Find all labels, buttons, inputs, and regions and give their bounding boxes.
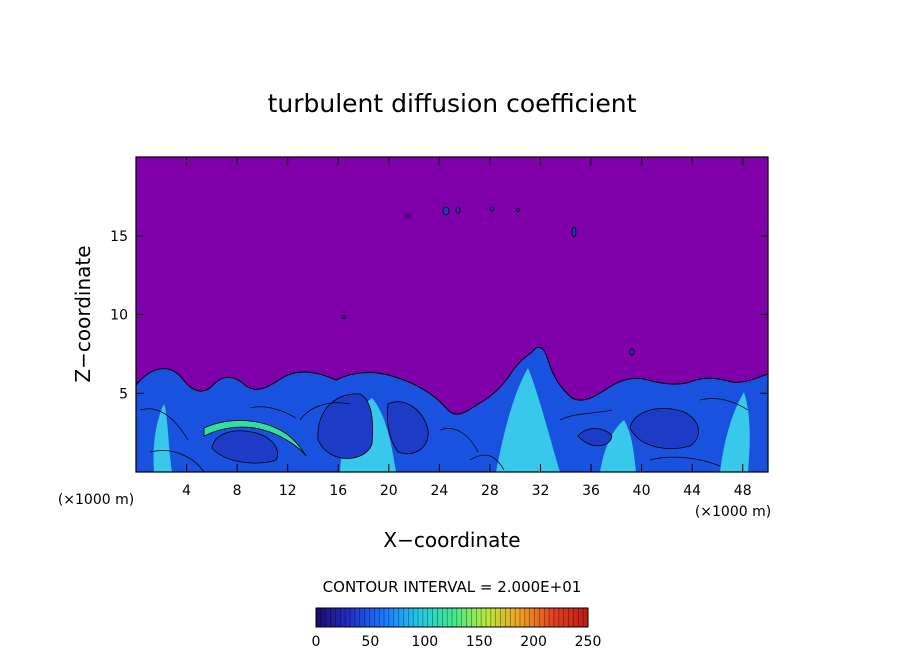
strong-band xyxy=(203,420,307,457)
chart-title: turbulent diffusion coefficient xyxy=(268,89,637,118)
y-axis: 5 10 15 xyxy=(110,229,768,402)
eddy-center xyxy=(317,393,429,459)
x-tick-label: 24 xyxy=(430,483,448,499)
x-tick-label: 8 xyxy=(233,483,242,499)
plot-area xyxy=(136,157,768,472)
x-tick-label: 28 xyxy=(481,483,499,499)
x-axis: 4 8 12 16 20 24 28 32 36 40 44 48 xyxy=(182,157,752,499)
y-tick-label: 5 xyxy=(119,386,128,402)
eddy-left xyxy=(211,430,278,464)
colorbar-tick-label: 0 xyxy=(312,634,321,650)
x-tick-label: 12 xyxy=(279,483,297,499)
x-axis-label: X−coordinate xyxy=(383,528,520,552)
x-tick-label: 20 xyxy=(380,483,398,499)
x-tick-label: 36 xyxy=(582,483,600,499)
colorbar-tick-label: 100 xyxy=(411,634,438,650)
x-unit-right: (×1000 m) xyxy=(695,504,771,520)
colorbar-ticks: 0 50 100 150 200 250 xyxy=(312,608,602,650)
x-tick-label: 40 xyxy=(633,483,651,499)
x-tick-label: 48 xyxy=(734,483,752,499)
small-turbulent-patches xyxy=(342,206,635,356)
x-unit-left: (×1000 m) xyxy=(58,492,134,508)
x-tick-label: 4 xyxy=(182,483,191,499)
contour-interval-text: CONTOUR INTERVAL = 2.000E+01 xyxy=(323,578,582,596)
y-tick-label: 15 xyxy=(110,229,128,245)
x-tick-label: 16 xyxy=(329,483,347,499)
colorbar-tick-label: 250 xyxy=(575,634,602,650)
y-tick-label: 10 xyxy=(110,308,128,324)
eddy-right xyxy=(577,408,699,449)
contour-lines xyxy=(139,398,749,472)
turbulent-layer xyxy=(136,206,768,472)
colorbar-tick-label: 50 xyxy=(361,634,379,650)
colorbar-tick-label: 150 xyxy=(466,634,493,650)
x-tick-label: 32 xyxy=(532,483,550,499)
y-axis-label: Z−coordinate xyxy=(71,245,95,382)
x-tick-label: 44 xyxy=(683,483,701,499)
colorbar: 0 50 100 150 200 250 xyxy=(312,607,602,650)
colorbar-tick-label: 200 xyxy=(520,634,547,650)
